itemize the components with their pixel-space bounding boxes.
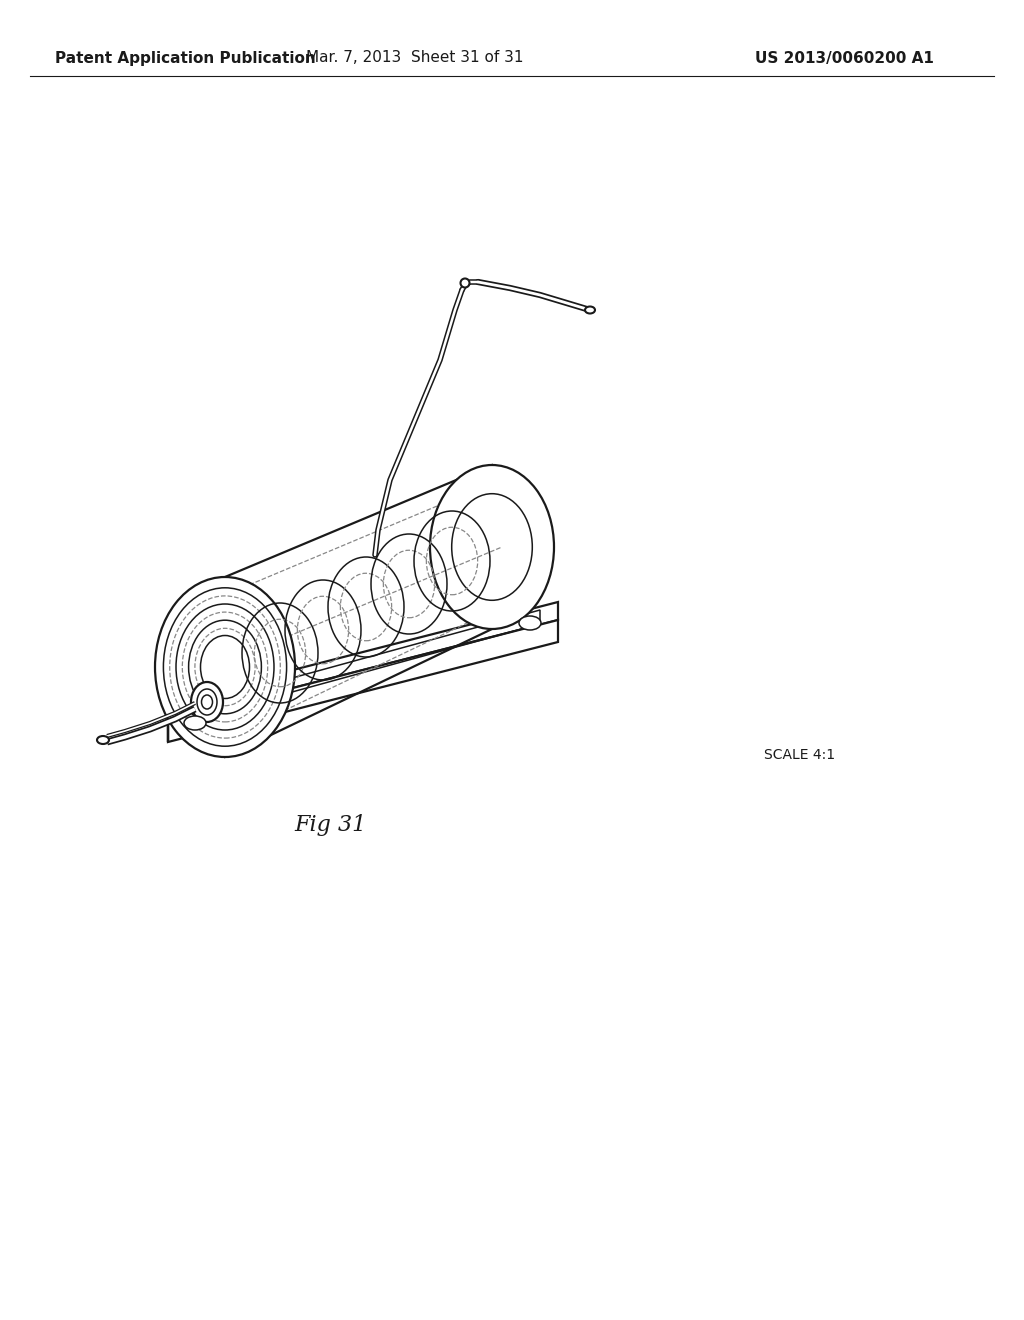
Text: Fig 31: Fig 31 [294, 814, 367, 836]
Ellipse shape [519, 616, 541, 630]
Polygon shape [168, 602, 558, 719]
Text: Mar. 7, 2013  Sheet 31 of 31: Mar. 7, 2013 Sheet 31 of 31 [306, 50, 523, 66]
Text: SCALE 4:1: SCALE 4:1 [765, 748, 836, 762]
Ellipse shape [191, 682, 223, 722]
Polygon shape [168, 620, 558, 742]
Text: US 2013/0060200 A1: US 2013/0060200 A1 [755, 50, 934, 66]
Text: Patent Application Publication: Patent Application Publication [55, 50, 315, 66]
Polygon shape [225, 465, 492, 756]
Ellipse shape [585, 306, 595, 314]
Ellipse shape [461, 279, 469, 288]
Ellipse shape [430, 465, 554, 630]
Ellipse shape [184, 715, 206, 730]
Ellipse shape [97, 737, 109, 744]
Ellipse shape [155, 577, 295, 756]
